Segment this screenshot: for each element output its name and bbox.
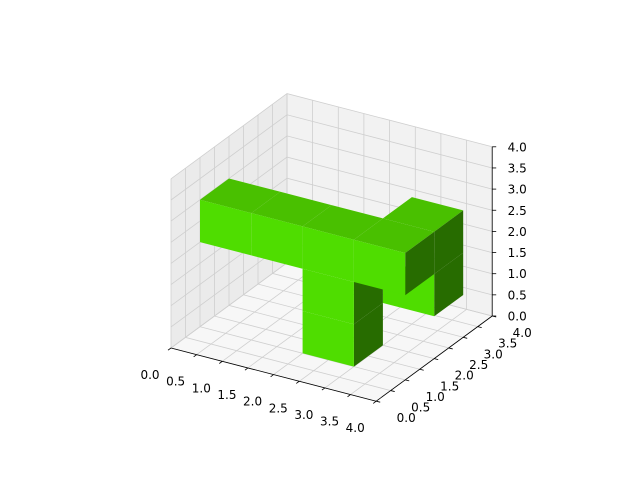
x-tick-label: 1.5 <box>217 388 236 402</box>
voxel <box>200 178 281 256</box>
grid-line-z <box>170 135 493 222</box>
z-tick-label: 3.5 <box>508 161 527 175</box>
voxel-front-face <box>200 199 252 256</box>
y-tick <box>463 336 468 339</box>
x-tick <box>372 400 377 404</box>
x-tick <box>321 387 326 391</box>
y-tick <box>405 379 410 382</box>
voxel-side-face <box>434 210 464 274</box>
y-tick-label: 4.0 <box>513 326 532 340</box>
y-tick <box>434 358 439 360</box>
y-tick-label: 2.0 <box>455 369 474 383</box>
y-tick-label: 1.0 <box>426 390 445 404</box>
voxel <box>382 197 464 274</box>
x-tick <box>270 374 274 378</box>
voxel-top-face <box>200 178 281 214</box>
voxel-side-face <box>405 231 435 296</box>
z-tick-label: 0.0 <box>508 310 527 324</box>
z-tick-label: 4.0 <box>508 140 527 154</box>
z-tick-label: 2.0 <box>508 225 527 239</box>
voxel-top-face <box>382 197 464 232</box>
x-tick <box>347 394 351 398</box>
tick-marks <box>167 146 497 404</box>
x-tick-label: 1.0 <box>192 381 211 395</box>
y-tick <box>376 400 381 403</box>
voxel-side-face <box>434 252 464 317</box>
x-tick-label: 3.0 <box>294 408 313 422</box>
voxel-top-face <box>302 205 383 240</box>
voxel-front-face <box>302 268 354 325</box>
voxel <box>302 303 383 367</box>
grid-line-z <box>170 114 493 201</box>
tick-labels: 0.0 0.5 1.0 1.5 2.0 2.5 3.0 3.5 4.00.00.51.01.52… <box>140 140 531 435</box>
x-tick-label: 2.5 <box>269 401 288 415</box>
x-tick-label: 0.0 <box>140 368 159 382</box>
y-tick <box>448 347 453 350</box>
x-tick-label: 4.0 <box>346 421 365 435</box>
voxel-front-face <box>302 311 354 367</box>
x-tick <box>296 380 300 384</box>
voxel-front-face <box>302 226 354 282</box>
x-tick-label: 2.0 <box>243 395 262 409</box>
voxel-blocks <box>200 178 464 367</box>
voxel <box>302 205 383 282</box>
voxel-front-face <box>251 213 303 269</box>
y-tick-label: 2.5 <box>469 358 488 372</box>
x-tick <box>219 360 223 364</box>
x-tick-label: 0.5 <box>166 375 185 389</box>
voxel-top-face <box>353 218 435 253</box>
y-tick-label: 0.5 <box>411 401 430 415</box>
voxel <box>353 218 435 296</box>
z-tick-label: 2.5 <box>508 204 527 218</box>
y-tick <box>419 368 424 371</box>
z-tick-label: 1.5 <box>508 246 527 260</box>
y-tick <box>477 326 482 329</box>
y-tick-label: 0.0 <box>397 411 416 425</box>
y-tick-label: 3.0 <box>484 347 503 361</box>
x-tick-label: 3.5 <box>320 415 339 429</box>
voxel-side-face <box>353 303 383 367</box>
z-tick-label: 0.5 <box>508 288 527 302</box>
x-tick <box>167 347 172 351</box>
voxel <box>251 191 332 269</box>
grid-line-z <box>170 93 493 180</box>
x-tick <box>193 354 197 358</box>
x-tick <box>244 367 249 371</box>
voxel-front-face <box>353 239 406 296</box>
voxel-top-face <box>251 191 332 227</box>
y-tick-label: 1.5 <box>440 379 459 393</box>
y-tick-label: 3.5 <box>498 337 517 351</box>
z-tick-label: 3.0 <box>508 183 527 197</box>
y-tick <box>390 390 395 392</box>
z-tick-label: 1.0 <box>508 267 527 281</box>
